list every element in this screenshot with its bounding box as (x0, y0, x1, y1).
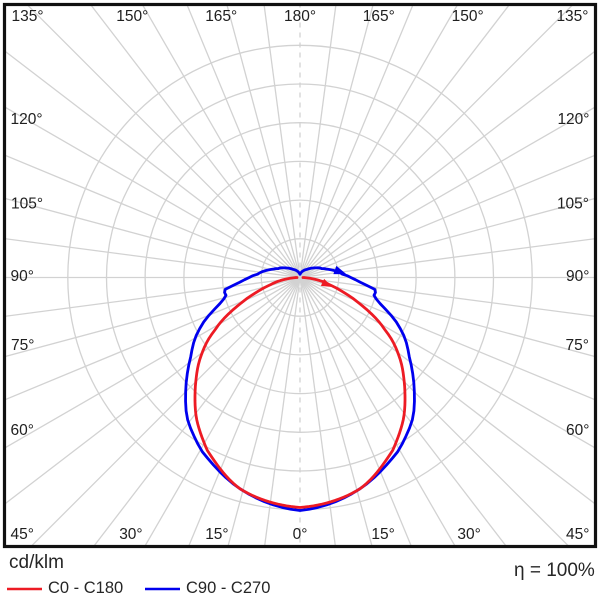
svg-text:C0 - C180: C0 - C180 (48, 579, 123, 597)
svg-text:105°: 105° (557, 195, 589, 212)
svg-text:120°: 120° (11, 111, 43, 128)
svg-text:45°: 45° (566, 526, 589, 543)
svg-text:60°: 60° (566, 422, 589, 439)
svg-text:η = 100%: η = 100% (514, 560, 595, 581)
svg-text:135°: 135° (12, 8, 44, 25)
svg-text:C90 - C270: C90 - C270 (186, 579, 270, 597)
svg-text:180°: 180° (284, 8, 316, 25)
svg-text:165°: 165° (205, 8, 237, 25)
svg-text:90°: 90° (11, 268, 34, 285)
svg-text:30°: 30° (457, 526, 480, 543)
svg-text:45°: 45° (11, 526, 34, 543)
svg-text:30°: 30° (119, 526, 142, 543)
svg-text:165°: 165° (363, 8, 395, 25)
svg-text:150°: 150° (452, 8, 484, 25)
svg-text:0°: 0° (293, 526, 308, 543)
svg-text:15°: 15° (205, 526, 228, 543)
svg-text:135°: 135° (556, 8, 588, 25)
svg-text:75°: 75° (566, 337, 589, 354)
svg-text:90°: 90° (566, 268, 589, 285)
svg-text:120°: 120° (557, 111, 589, 128)
svg-text:cd/klm: cd/klm (9, 552, 64, 573)
svg-text:105°: 105° (11, 195, 43, 212)
svg-text:15°: 15° (371, 526, 394, 543)
svg-text:60°: 60° (11, 422, 34, 439)
svg-text:75°: 75° (11, 337, 34, 354)
svg-text:150°: 150° (116, 8, 148, 25)
